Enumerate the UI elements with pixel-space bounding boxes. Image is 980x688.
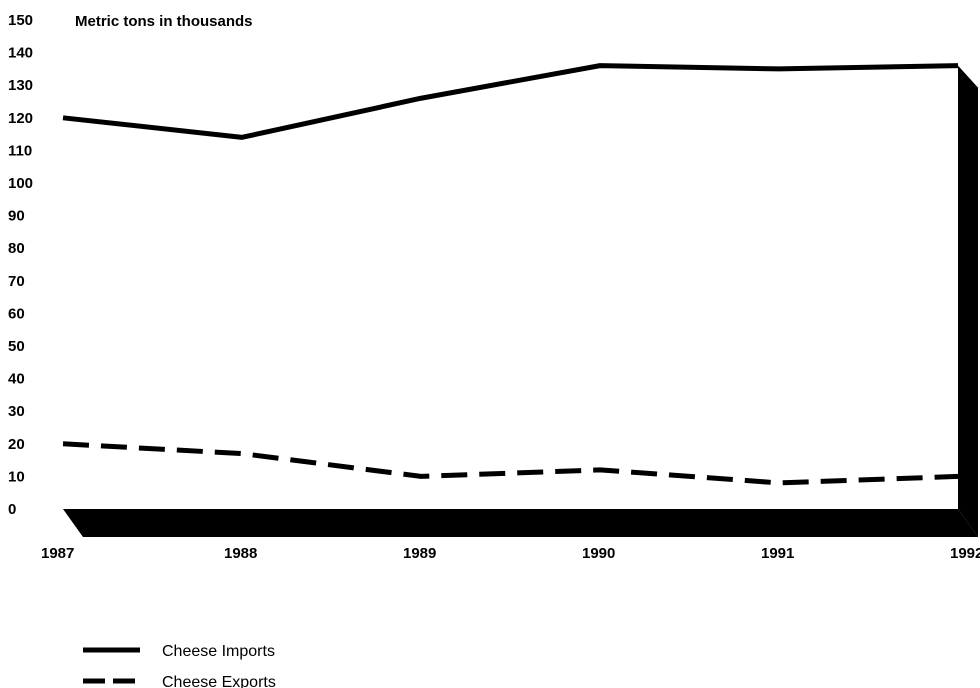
y-tick-label: 50	[8, 338, 25, 355]
y-tick-label: 140	[8, 45, 33, 62]
y-tick-label: 80	[8, 240, 25, 257]
y-tick-label: 0	[8, 501, 16, 518]
legend: Cheese Imports Cheese Exports	[83, 643, 276, 688]
x-tick-label: 1991	[761, 545, 794, 562]
legend-label: Cheese Imports	[162, 643, 275, 660]
y-tick-label: 60	[8, 305, 25, 322]
y-tick-label: 150	[8, 12, 33, 29]
chart-side-wall-shadow	[958, 65, 978, 537]
y-tick-label: 30	[8, 403, 25, 420]
y-axis-title: Metric tons in thousands	[75, 13, 253, 30]
y-tick-label: 100	[8, 175, 33, 192]
chart-3d-shading	[63, 65, 978, 537]
y-tick-label: 110	[8, 142, 32, 159]
y-tick-label: 130	[8, 77, 33, 94]
y-tick-label: 90	[8, 208, 25, 225]
y-axis-tick-labels: 0 10 20 30 40 50 60 70 80 90 100 110 120 130 140 150	[8, 12, 33, 518]
x-tick-label: 1990	[582, 545, 615, 562]
y-tick-label: 40	[8, 371, 25, 388]
y-tick-label: 20	[8, 436, 25, 453]
x-tick-label: 1992	[950, 545, 980, 562]
y-tick-label: 120	[8, 110, 33, 127]
legend-label: Cheese Exports	[162, 674, 276, 688]
x-tick-label: 1988	[224, 545, 257, 562]
chart-floor-shadow	[63, 509, 978, 537]
x-tick-label: 1989	[403, 545, 436, 562]
series-line-exports	[62, 441, 959, 486]
x-tick-label: 1987	[41, 545, 74, 562]
y-tick-label: 70	[8, 273, 25, 290]
series-line-imports	[62, 63, 959, 140]
y-tick-label: 10	[8, 468, 25, 485]
series-lines	[62, 63, 959, 486]
x-axis-tick-labels: 1987 1988 1989 1990 1991 1992	[41, 545, 980, 562]
